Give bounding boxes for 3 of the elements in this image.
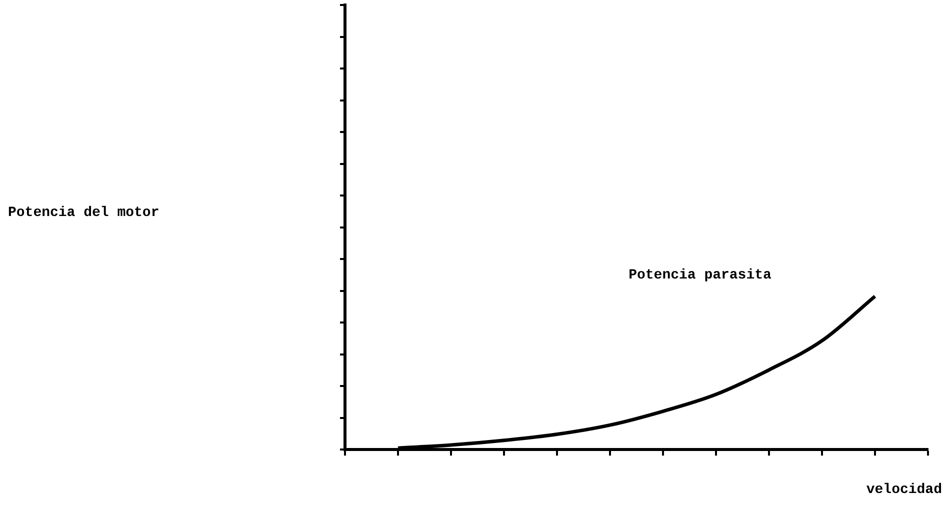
text: Potencia del motor xyxy=(8,205,160,221)
text: Potencia parasita xyxy=(628,267,772,284)
x-axis-title: velocidad xyxy=(866,482,942,498)
